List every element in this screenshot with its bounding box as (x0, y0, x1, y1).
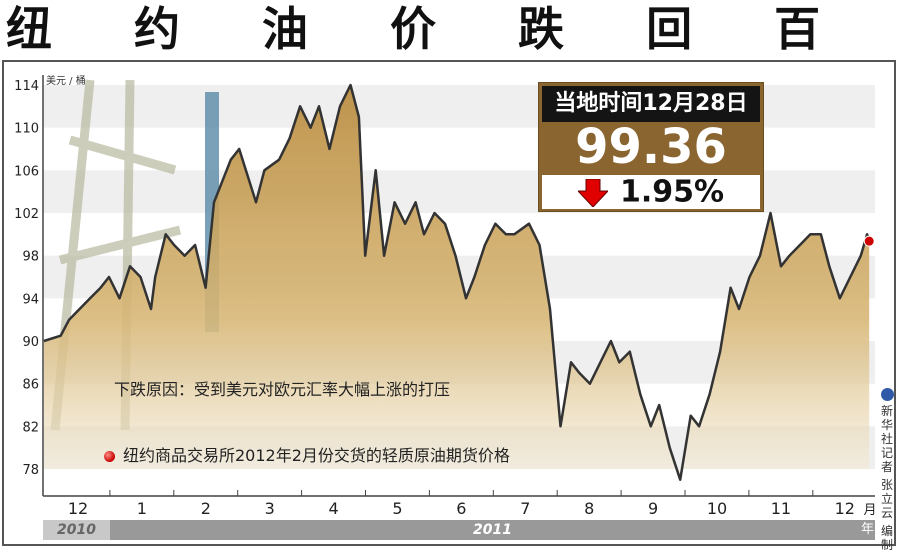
month-label: 9 (648, 499, 659, 518)
y-axis-unit: 美元 / 桶 (46, 76, 86, 87)
month-label: 6 (456, 499, 467, 518)
legend: 纽约商品交易所2012年2月份交货的轻质原油期货价格 (104, 442, 510, 466)
y-tick-label: 94 (22, 292, 39, 307)
legend-marker-icon (104, 451, 115, 462)
month-label: 3 (264, 499, 275, 518)
y-tick-label: 90 (22, 335, 39, 350)
illustration-derrick (50, 79, 182, 431)
credit-author: 张立云 (880, 478, 893, 520)
y-tick-label: 86 (22, 378, 39, 393)
month-label: 12 (67, 499, 89, 518)
month-label: 8 (584, 499, 595, 518)
chart-frame (2, 60, 896, 546)
y-tick-label: 114 (14, 79, 39, 94)
year-2010: 2010 (43, 520, 110, 540)
year-unit: 年 (860, 522, 874, 537)
credit-role: 编制 (880, 524, 893, 550)
y-tick-label: 110 (14, 122, 39, 137)
price-change: 1.95% (542, 175, 760, 209)
y-tick-label: 78 (22, 463, 39, 478)
latest-point-marker (863, 235, 875, 247)
down-arrow-icon (577, 178, 608, 207)
legend-text: 纽约商品交易所2012年2月份交货的轻质原油期货价格 (123, 446, 510, 465)
month-label: 2 (200, 499, 211, 518)
y-tick-label: 98 (22, 250, 39, 265)
credit: 新华社记者 张立云 编制 (878, 388, 896, 550)
month-label: 4 (328, 499, 339, 518)
latest-price-box: 当地时间12月28日 99.36 1.95% (538, 82, 764, 212)
y-tick-label: 106 (14, 164, 39, 179)
price-area (43, 85, 870, 480)
page-title: 纽 约 油 价 跌 回 百 元 以 下 (6, 2, 900, 56)
year-2011: 2011 (110, 520, 875, 540)
credit-agency: 新华社记者 (880, 404, 893, 474)
month-unit: 月 (863, 503, 877, 518)
month-label: 11 (770, 499, 792, 518)
month-label: 7 (520, 499, 531, 518)
price-line (43, 83, 871, 481)
month-label: 1 (136, 499, 147, 518)
xinhua-logo-icon (880, 388, 894, 401)
change-percent: 1.95% (619, 174, 725, 210)
month-label: 12 (834, 499, 855, 518)
y-tick-label: 82 (22, 420, 39, 435)
month-label: 5 (392, 499, 403, 518)
price-value: 99.36 (575, 119, 727, 175)
decline-reason-note: 下跌原因：受到美元对欧元汇率大幅上涨的打压 (114, 380, 451, 399)
date-header: 当地时间12月28日 (542, 86, 760, 122)
y-tick-label: 102 (14, 207, 39, 222)
month-label: 10 (706, 499, 728, 518)
